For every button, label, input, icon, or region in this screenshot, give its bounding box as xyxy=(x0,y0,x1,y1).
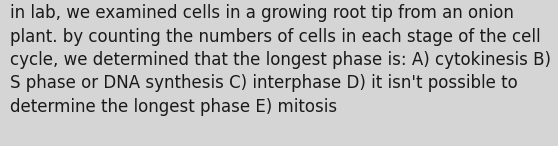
Text: in lab, we examined cells in a growing root tip from an onion
plant. by counting: in lab, we examined cells in a growing r… xyxy=(10,4,551,116)
